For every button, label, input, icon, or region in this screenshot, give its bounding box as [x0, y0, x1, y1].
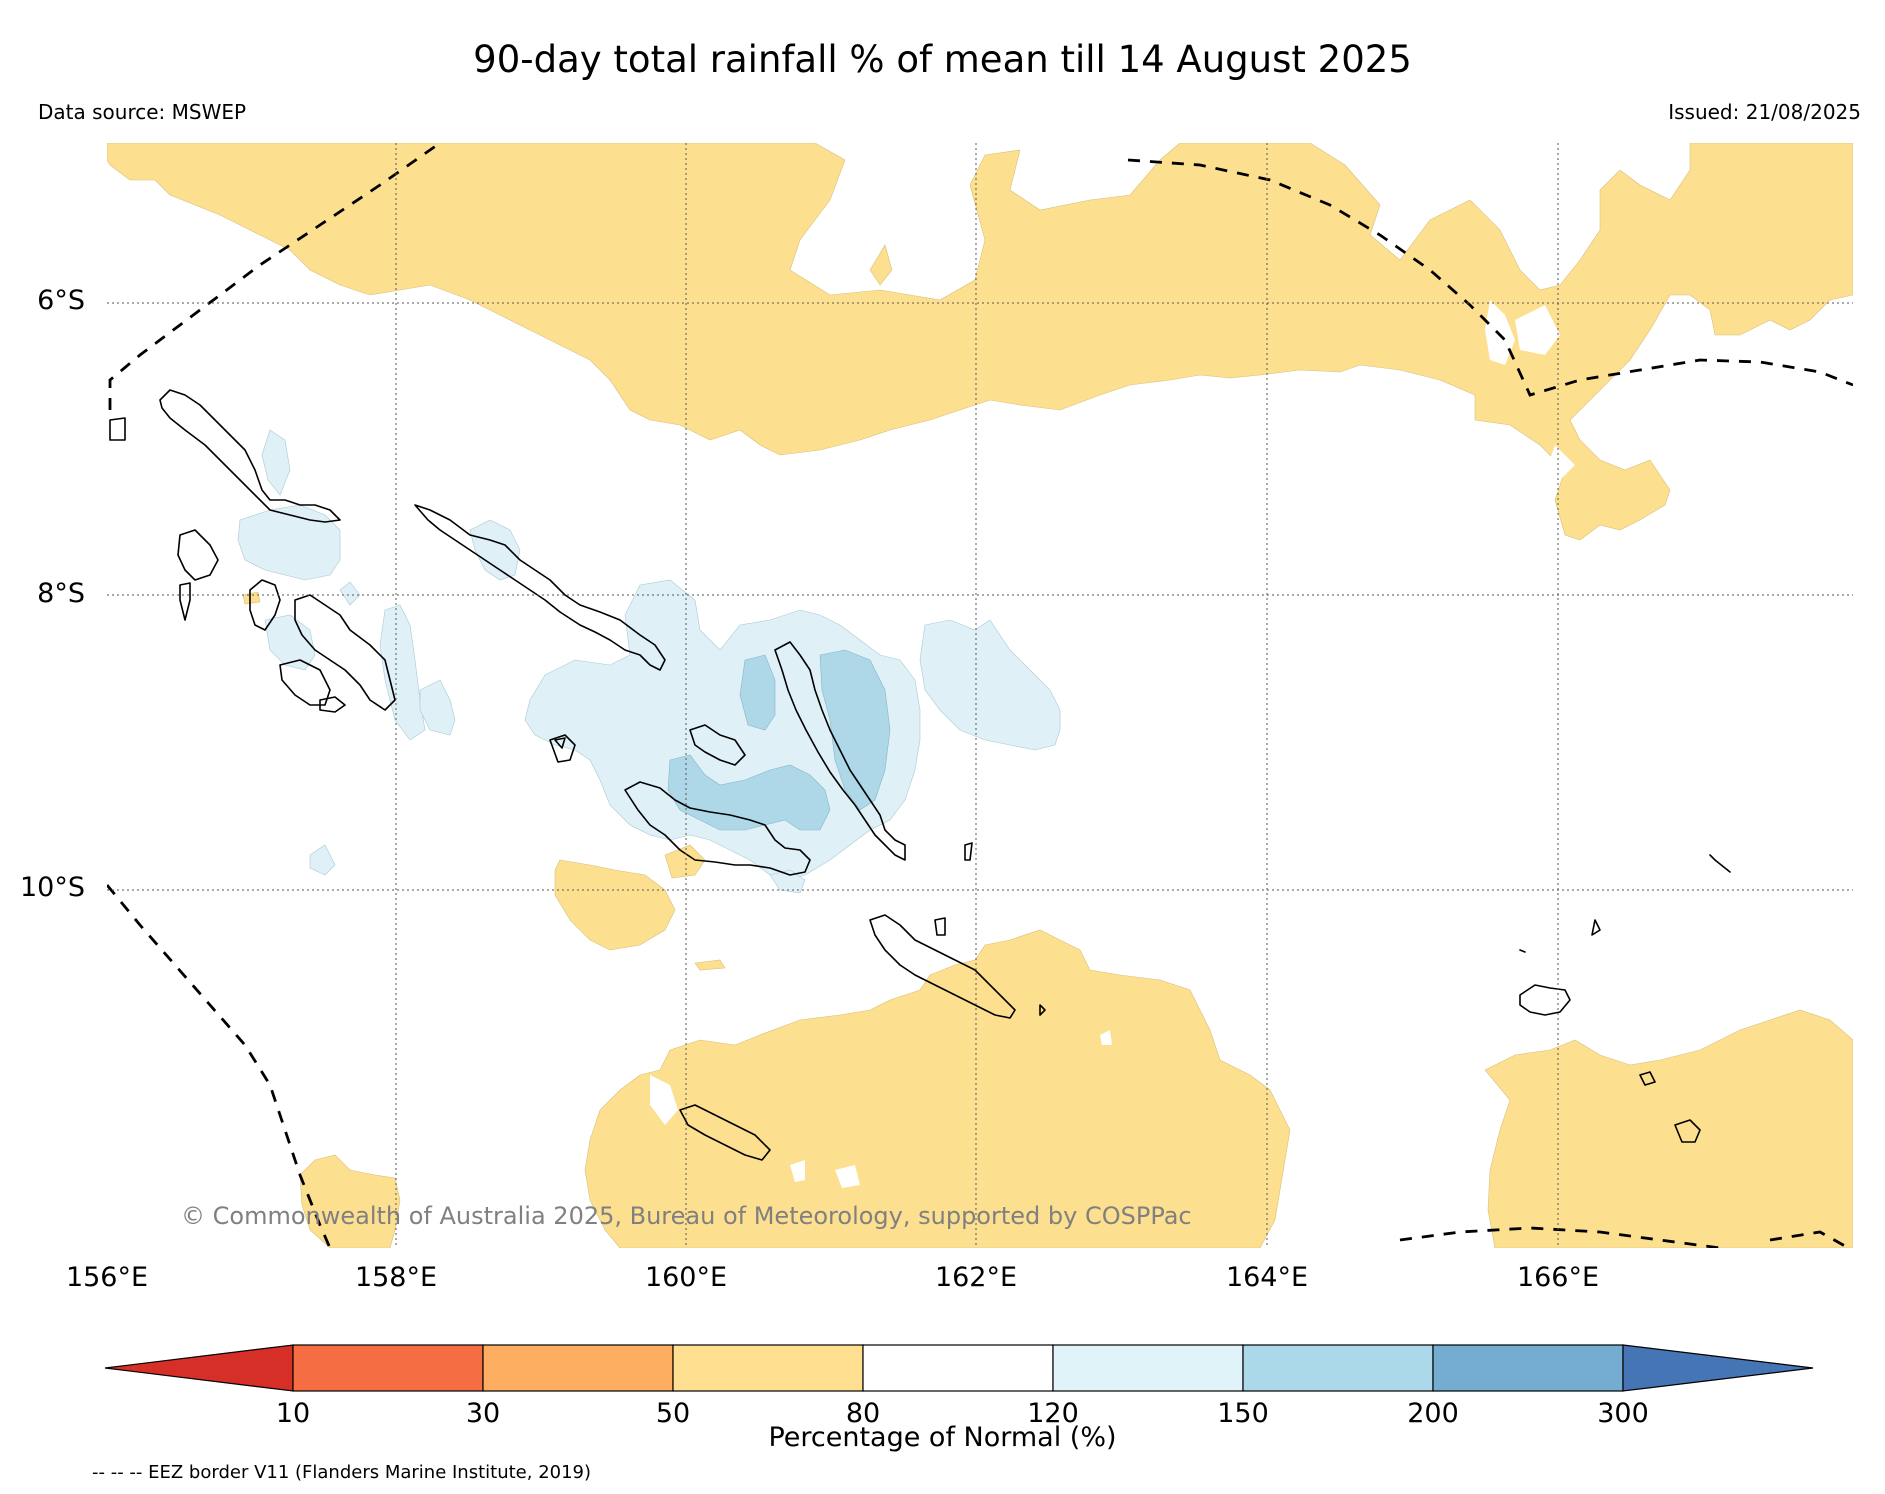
lon-label-166e: 166°E — [1516, 1262, 1600, 1293]
coast-santa-cruz — [1519, 984, 1701, 1143]
lat-label-6s: 6°S — [37, 285, 85, 316]
lat-label-10s: 10°S — [20, 872, 85, 903]
colorbar-bin-10-30 — [292, 1344, 484, 1392]
coast-russell — [549, 734, 576, 763]
wet-region-south-tip — [769, 869, 806, 894]
colorbar-tick-200: 200 — [1407, 1398, 1459, 1429]
colorbar-extend-low — [104, 1344, 294, 1392]
colorbar-bin-200-300 — [1432, 1344, 1624, 1392]
wet-region-east — [919, 619, 1061, 751]
dry-region-north — [107, 143, 1853, 541]
lat-label-8s: 8°S — [37, 578, 85, 609]
eez-line-north-east — [1127, 158, 1853, 397]
wet-region-west-e — [264, 614, 316, 671]
colorbar-tick-300: 300 — [1597, 1398, 1649, 1429]
coast-florida-islands — [689, 724, 746, 766]
wet-region-islet — [309, 844, 336, 876]
colorbar — [104, 1344, 1814, 1392]
coast-santa-isabel — [414, 504, 666, 671]
coast-small-west — [179, 582, 346, 713]
eez-legend-note: -- -- -- EEZ border V11 (Flanders Marine… — [92, 1462, 592, 1483]
map-title: 90-day total rainfall % of mean till 14 … — [473, 38, 1412, 81]
coast-malaita — [774, 641, 906, 861]
colorbar-bin-50-80 — [672, 1344, 864, 1392]
lon-label-158e: 158°E — [354, 1262, 438, 1293]
coast-makira — [869, 914, 1016, 1019]
issued-date-label: Issued: 21/08/2025 — [1668, 100, 1861, 124]
wet-region-west-b — [261, 429, 291, 496]
eez-line-north-west — [108, 143, 441, 410]
colorbar-tick-10: 10 — [275, 1398, 311, 1429]
dry-region-southwest — [299, 1154, 401, 1248]
colorbar-bin-120-150 — [1052, 1344, 1244, 1392]
coast-vella-lavella — [177, 529, 219, 581]
normal-rainfall-holes — [650, 300, 1575, 1188]
coast-rendova — [279, 659, 331, 706]
colorbar-tick-150: 150 — [1217, 1398, 1269, 1429]
coast-guadalcanal — [624, 781, 811, 876]
colorbar-tick-30: 30 — [465, 1398, 501, 1429]
wet-region-west-c — [379, 604, 426, 741]
dry-region-southeast — [1484, 1009, 1853, 1248]
graticule — [107, 143, 1853, 1248]
colorbar-tick-80: 80 — [845, 1398, 881, 1429]
colorbar-title: Percentage of Normal (%) — [768, 1422, 1117, 1453]
wet-region-west-f — [339, 581, 361, 606]
dry-region-islet-c — [694, 959, 726, 971]
very-wet-region-a — [819, 649, 891, 811]
dry-anomaly-regions — [107, 143, 1853, 1248]
dry-region-islet-a — [554, 859, 676, 951]
dry-region-south — [584, 929, 1291, 1248]
wet-region-west-d — [419, 679, 456, 736]
lon-label-164e: 164°E — [1225, 1262, 1309, 1293]
lon-label-160e: 160°E — [644, 1262, 728, 1293]
coast-choiseul — [159, 389, 341, 523]
dry-region-islet-b — [664, 844, 706, 879]
lon-label-162e: 162°E — [934, 1262, 1018, 1293]
copyright-notice: © Commonwealth of Australia 2025, Bureau… — [181, 1202, 1192, 1230]
colorbar-bin-30-50 — [482, 1344, 674, 1392]
eez-line-south-east — [1399, 1226, 1846, 1248]
wet-region-solomons-north — [469, 519, 521, 581]
dry-region-islet-e — [869, 244, 893, 286]
coast-small-islets — [109, 417, 1731, 1016]
colorbar-bin-80-120 — [862, 1344, 1054, 1392]
coast-new-georgia — [249, 579, 396, 711]
coastlines — [109, 389, 1731, 1161]
eez-boundaries — [107, 143, 1853, 1248]
eez-line-south-west — [107, 884, 332, 1248]
colorbar-bin-150-200 — [1242, 1344, 1434, 1392]
coast-rennell — [679, 1104, 771, 1161]
lon-label-156e: 156°E — [65, 1262, 149, 1293]
very-wet-region-b — [739, 654, 776, 731]
colorbar-tick-120: 120 — [1027, 1398, 1079, 1429]
colorbar-extend-high — [1622, 1344, 1814, 1392]
data-source-label: Data source: MSWEP — [38, 100, 247, 124]
colorbar-tick-50: 50 — [655, 1398, 691, 1429]
